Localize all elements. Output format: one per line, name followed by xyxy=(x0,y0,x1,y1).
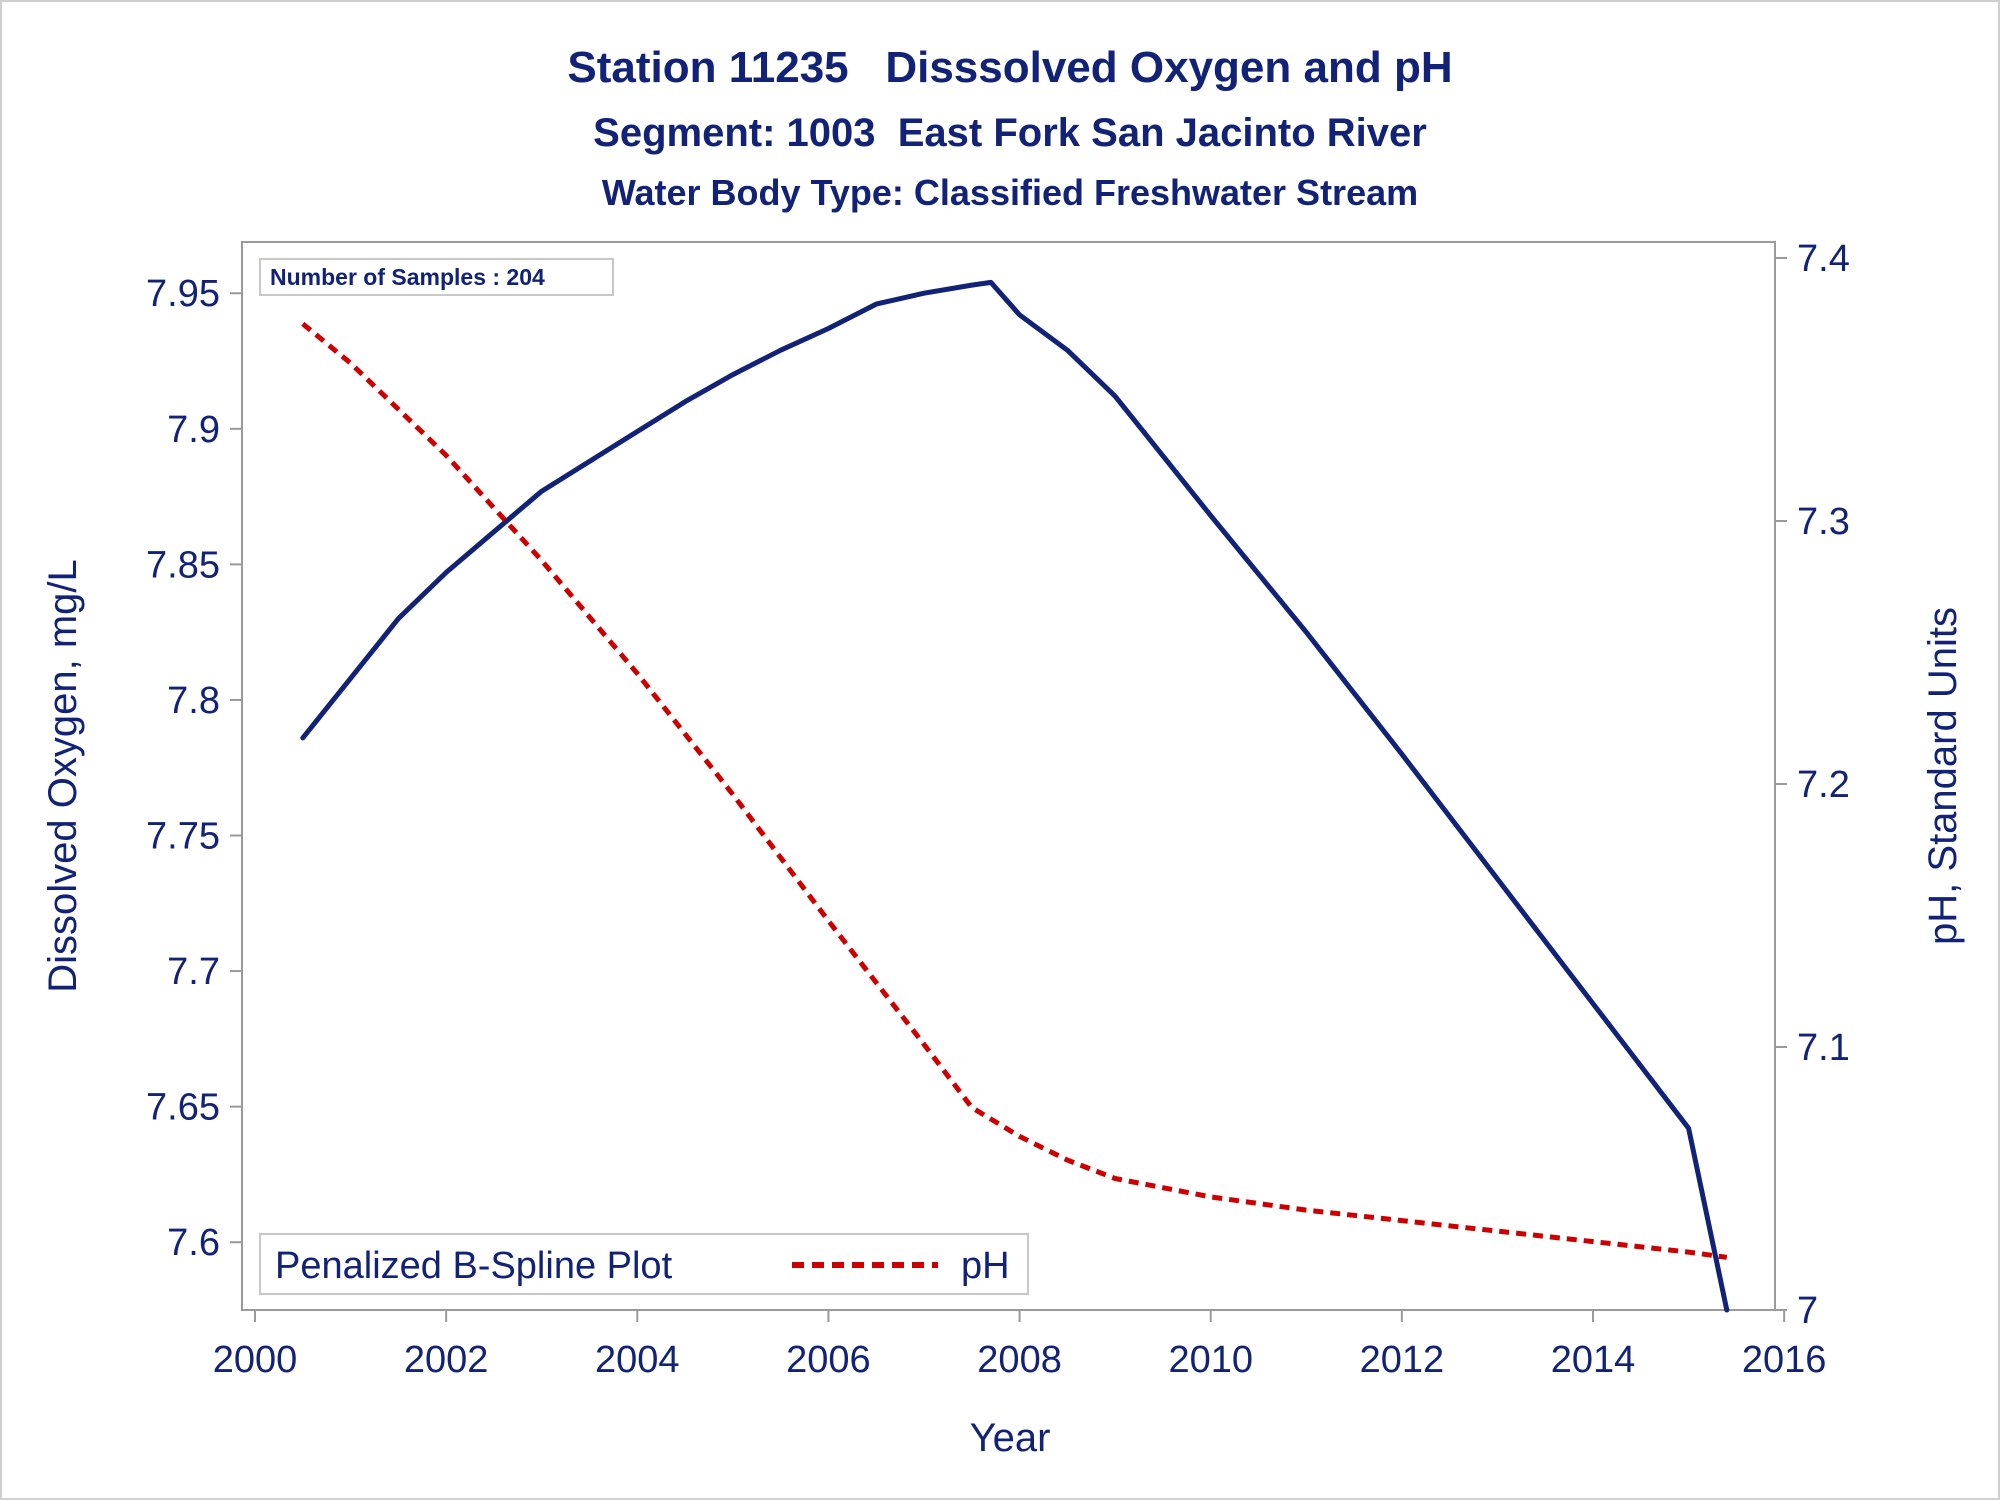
x-tick-label: 2016 xyxy=(1742,1339,1827,1381)
chart-subtitle: Segment: 1003 East Fork San Jacinto Rive… xyxy=(593,111,1427,155)
y-left-tick-label: 7.8 xyxy=(167,680,220,722)
y-right-tick-label: 7.2 xyxy=(1797,764,1850,806)
x-tick-label: 2010 xyxy=(1168,1339,1253,1381)
y-left-tick-label: 7.95 xyxy=(146,273,220,315)
y-left-tick-label: 7.65 xyxy=(146,1087,220,1129)
chart-subtitle-2: Water Body Type: Classified Freshwater S… xyxy=(602,172,1418,213)
x-tick-label: 2006 xyxy=(786,1339,871,1381)
x-tick-label: 2008 xyxy=(977,1339,1062,1381)
y-right-tick-label: 7.3 xyxy=(1797,501,1850,543)
legend-ph-label: pH xyxy=(961,1245,1010,1287)
plot-area xyxy=(241,241,1776,1311)
legend: Penalized B-Spline Plot pH xyxy=(259,1233,1029,1295)
y-left-tick-label: 7.7 xyxy=(167,951,220,993)
y-axis-right-label: pH, Standard Units xyxy=(1921,607,1965,945)
legend-title: Penalized B-Spline Plot xyxy=(275,1245,673,1287)
x-tick-label: 2002 xyxy=(404,1339,489,1381)
y-left-tick-label: 7.85 xyxy=(146,544,220,586)
x-tick-label: 2012 xyxy=(1360,1339,1445,1381)
y-left-tick-label: 7.6 xyxy=(167,1222,220,1264)
y-left-tick-label: 7.9 xyxy=(167,409,220,451)
series-ph-line xyxy=(301,321,1728,1260)
y-right-tick-label: 7.1 xyxy=(1797,1027,1850,1069)
y-left-tick-label: 7.75 xyxy=(146,816,220,858)
x-axis-label: Year xyxy=(970,1416,1051,1460)
y-right-tick-label: 7 xyxy=(1797,1290,1818,1332)
y-axis-left-label: Dissolved Oxygen, mg/L xyxy=(41,559,85,993)
y-right-tick-label: 7.4 xyxy=(1797,238,1850,280)
sample-count-inset: Number of Samples : 204 xyxy=(259,258,614,296)
x-tick-label: 2000 xyxy=(213,1339,298,1381)
y-axis-left: 7.6 7.65 7.7 7.75 7.8 7.85 7.9 7.95 xyxy=(146,273,242,1264)
x-tick-label: 2014 xyxy=(1551,1339,1636,1381)
series-dissolved-oxygen-line xyxy=(300,279,1730,1313)
x-tick-label: 2004 xyxy=(595,1339,680,1381)
series-layer xyxy=(300,279,1730,1313)
sample-count-box xyxy=(259,258,614,296)
sample-count-text: Number of Samples : 204 xyxy=(270,264,545,290)
x-axis: 2000 2002 2004 2006 2008 2010 2012 2014 2016 xyxy=(213,1310,1827,1381)
chart-title: Station 11235 Disssolved Oxygen and pH xyxy=(567,43,1452,92)
y-axis-right: 7 7.1 7.2 7.3 7.4 xyxy=(1775,238,1850,1332)
